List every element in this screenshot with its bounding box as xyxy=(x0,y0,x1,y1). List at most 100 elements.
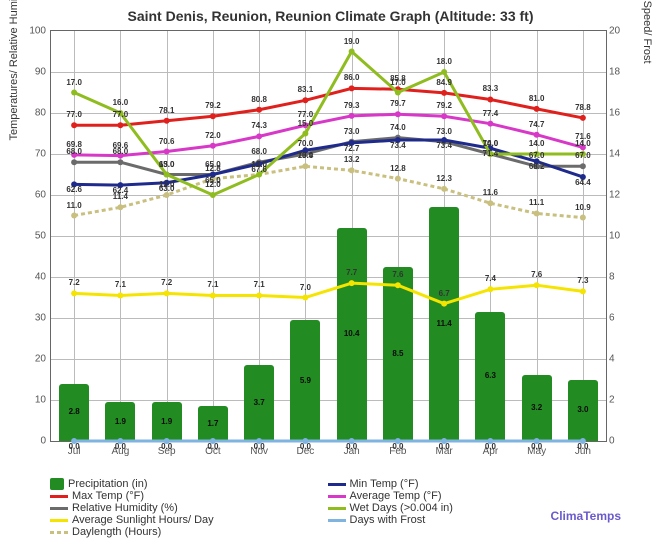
daylength-marker xyxy=(534,210,540,216)
legend-item-daylength: Daylength (Hours) xyxy=(50,526,325,538)
humidity-point-label: 74.0 xyxy=(390,123,406,132)
humidity-point-label: 67.0 xyxy=(575,151,591,160)
wetDays-point-label: 17.0 xyxy=(66,78,82,87)
frost-point-label: 0.0 xyxy=(69,442,80,451)
sunlight-point-label: 7.1 xyxy=(254,280,265,289)
avgTemp-line xyxy=(74,114,583,155)
plot-area: 010203040506070809010002468101214161820J… xyxy=(50,30,607,442)
daylength-marker xyxy=(164,192,170,198)
wetDays-marker xyxy=(395,90,401,96)
y-tick-left: 100 xyxy=(21,26,46,37)
avgTemp-marker xyxy=(349,113,355,119)
legend-label: Max Temp (°F) xyxy=(72,490,144,502)
wetDays-point-label: 14.0 xyxy=(529,139,545,148)
maxTemp-marker xyxy=(256,107,262,113)
legend-label: Average Sunlight Hours/ Day xyxy=(72,514,214,526)
maxTemp-point-label: 81.0 xyxy=(529,94,545,103)
y-tick-right: 8 xyxy=(609,272,631,283)
daylength-marker xyxy=(71,213,77,219)
maxTemp-point-label: 78.1 xyxy=(159,106,175,115)
humidity-point-label: 68.0 xyxy=(251,147,267,156)
legend-item-avgTemp: Average Temp (°F) xyxy=(328,490,596,502)
daylength-marker xyxy=(441,186,447,192)
maxTemp-marker xyxy=(210,113,216,119)
avgTemp-point-label: 69.6 xyxy=(113,141,129,150)
daylength-point-label: 10.9 xyxy=(575,203,591,212)
daylength-marker xyxy=(580,215,586,221)
sunlight-marker xyxy=(441,301,447,307)
maxTemp-point-label: 79.2 xyxy=(205,101,221,110)
frost-point-label: 0.0 xyxy=(161,442,172,451)
wetDays-marker xyxy=(210,192,216,198)
sunlight-marker xyxy=(534,282,540,288)
maxTemp-point-label: 77.0 xyxy=(113,110,129,119)
frost-point-label: 0.0 xyxy=(254,442,265,451)
wetDays-point-label: 14.0 xyxy=(483,139,499,148)
sunlight-point-label: 7.2 xyxy=(69,278,80,287)
avgTemp-marker xyxy=(210,143,216,149)
legend-swatch-line xyxy=(50,531,68,534)
maxTemp-point-label: 83.1 xyxy=(298,85,314,94)
maxTemp-marker xyxy=(71,122,77,128)
legend-label: Days with Frost xyxy=(350,514,426,526)
sunlight-point-label: 7.4 xyxy=(485,274,496,283)
y-tick-left: 80 xyxy=(21,108,46,119)
wetDays-point-label: 17.0 xyxy=(390,78,406,87)
daylength-point-label: 12.8 xyxy=(390,164,406,173)
avgTemp-marker xyxy=(395,111,401,117)
maxTemp-marker xyxy=(534,106,540,112)
daylength-marker xyxy=(302,163,308,169)
legend-item-humidity: Relative Humidity (%) xyxy=(50,502,318,514)
maxTemp-point-label: 80.8 xyxy=(251,95,267,104)
sunlight-point-label: 7.3 xyxy=(577,276,588,285)
sunlight-marker xyxy=(487,286,493,292)
daylength-marker xyxy=(487,200,493,206)
minTemp-point-label: 71.4 xyxy=(483,149,499,158)
minTemp-point-label: 68.2 xyxy=(529,162,545,171)
avgTemp-point-label: 70.6 xyxy=(159,137,175,146)
y-tick-right: 16 xyxy=(609,108,631,119)
maxTemp-marker xyxy=(441,90,447,96)
wetDays-point-label: 15.0 xyxy=(298,119,314,128)
humidity-marker xyxy=(580,163,586,169)
sunlight-marker xyxy=(117,292,123,298)
maxTemp-point-label: 83.3 xyxy=(483,84,499,93)
wetDays-marker xyxy=(441,69,447,75)
humidity-point-label: 65.0 xyxy=(205,160,221,169)
lines-svg xyxy=(51,31,606,441)
daylength-marker xyxy=(395,176,401,182)
legend-swatch-bar xyxy=(50,478,64,490)
y-tick-left: 10 xyxy=(21,395,46,406)
minTemp-point-label: 70.9 xyxy=(298,151,314,160)
humidity-marker xyxy=(117,159,123,165)
y-tick-left: 50 xyxy=(21,231,46,242)
sunlight-marker xyxy=(349,280,355,286)
avgTemp-point-label: 79.2 xyxy=(436,101,452,110)
maxTemp-point-label: 86.0 xyxy=(344,73,360,82)
sunlight-point-label: 7.0 xyxy=(300,283,311,292)
y-tick-left: 20 xyxy=(21,354,46,365)
y-tick-right: 12 xyxy=(609,190,631,201)
sunlight-point-label: 7.1 xyxy=(115,280,126,289)
daylength-point-label: 13.2 xyxy=(344,155,360,164)
y-tick-right: 4 xyxy=(609,354,631,365)
wetDays-point-label: 18.0 xyxy=(436,57,452,66)
sunlight-point-label: 7.6 xyxy=(531,270,542,279)
avgTemp-point-label: 79.3 xyxy=(344,101,360,110)
daylength-point-label: 11.6 xyxy=(483,188,498,197)
wetDays-point-label: 16.0 xyxy=(113,98,129,107)
maxTemp-point-label: 77.0 xyxy=(66,110,82,119)
humidity-point-label: 73.0 xyxy=(344,127,360,136)
humidity-marker xyxy=(71,159,77,165)
sunlight-point-label: 7.1 xyxy=(207,280,218,289)
legend-item-maxTemp: Max Temp (°F) xyxy=(50,490,318,502)
maxTemp-marker xyxy=(487,96,493,102)
y-tick-right: 20 xyxy=(609,26,631,37)
legend: Precipitation (in)Min Temp (°F)Max Temp … xyxy=(50,478,605,538)
legend-swatch-line xyxy=(50,507,68,510)
wetDays-marker xyxy=(71,90,77,96)
maxTemp-marker xyxy=(349,85,355,91)
legend-label: Precipitation (in) xyxy=(68,478,147,490)
legend-label: Relative Humidity (%) xyxy=(72,502,178,514)
daylength-marker xyxy=(117,204,123,210)
